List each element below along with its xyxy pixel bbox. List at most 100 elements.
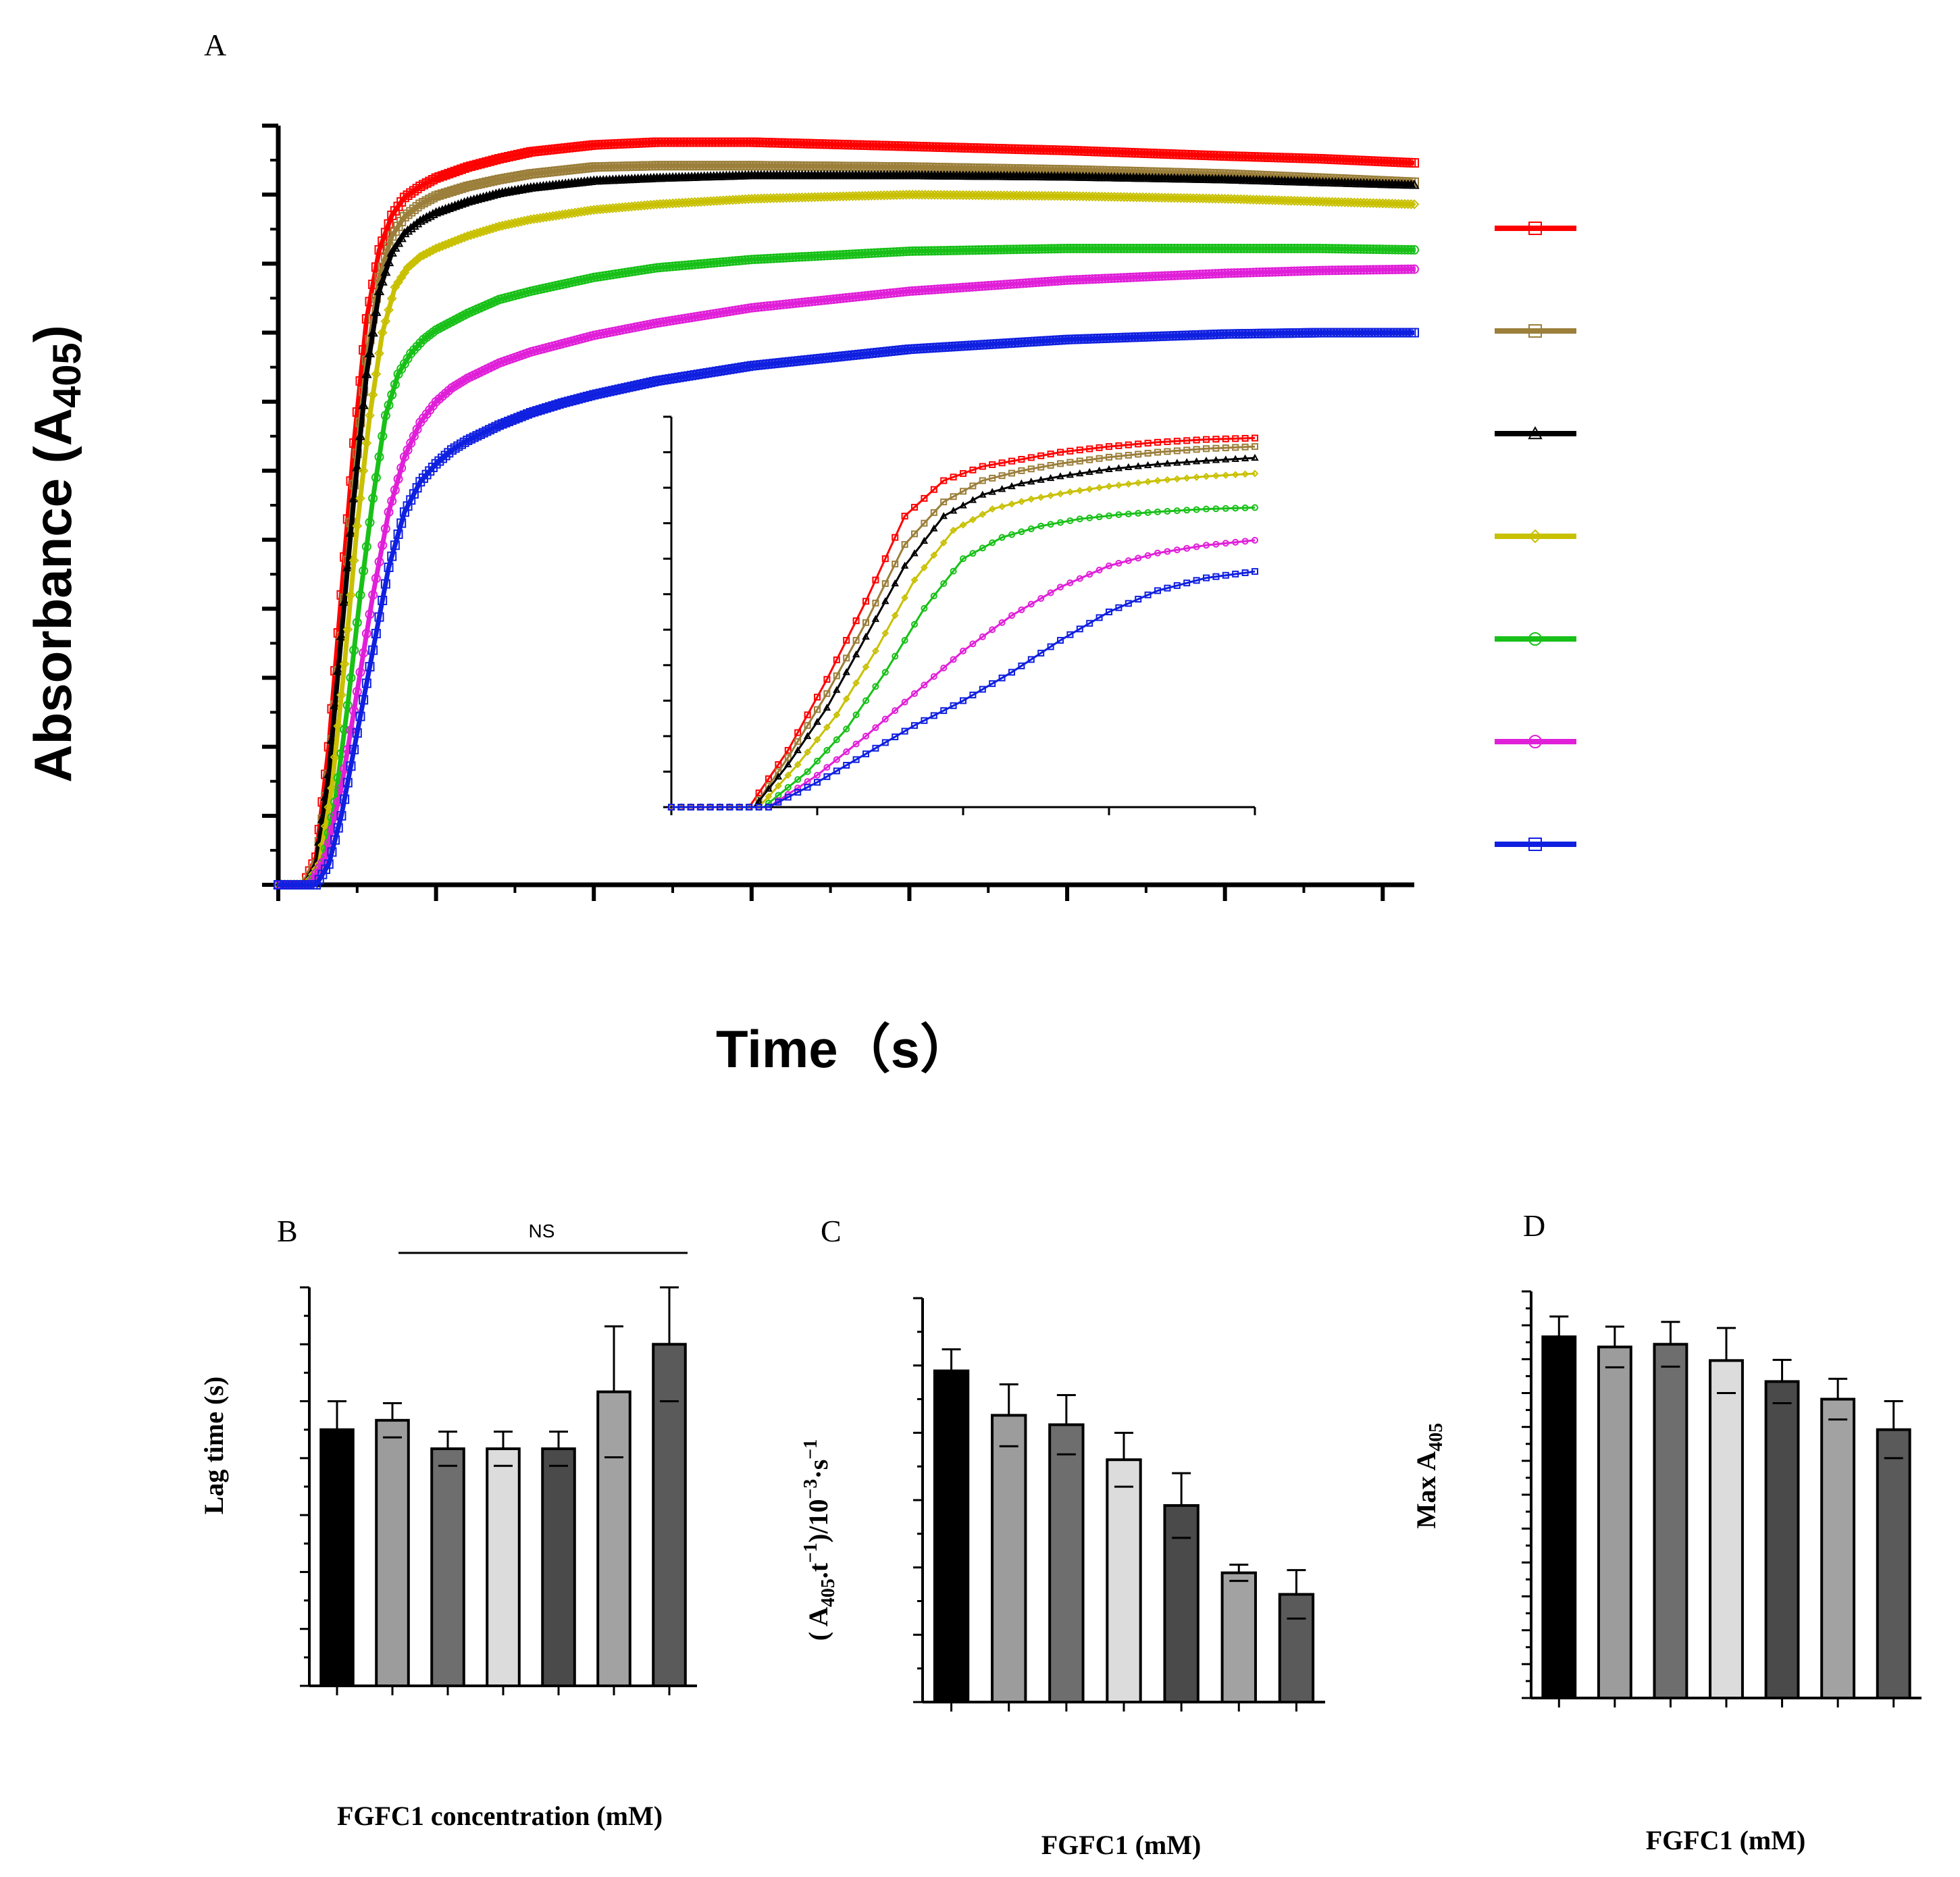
inset-point <box>930 592 937 600</box>
inset-point <box>784 783 792 791</box>
inset-point <box>950 656 957 663</box>
panel-a-ylabel-sub: 405 <box>45 342 89 408</box>
inset-point <box>1027 656 1035 663</box>
panel-a-y-axis-label: Absorbance (A405) <box>23 325 89 783</box>
inset-point <box>930 486 937 493</box>
inset-point <box>862 619 869 626</box>
inset-point <box>872 599 879 607</box>
inset-point <box>979 633 986 640</box>
panel-a-series-line <box>278 192 1415 888</box>
inset-point <box>1115 604 1123 611</box>
inset-point <box>881 580 889 587</box>
panel-a-ylabel-main: Absorbance (A <box>23 408 82 783</box>
inset-point <box>1106 609 1112 615</box>
inset-point <box>814 771 821 779</box>
panel-a-point <box>403 209 413 220</box>
inset-point <box>892 733 899 740</box>
panel-a-series-2 <box>273 170 1420 889</box>
inset-point <box>833 686 841 693</box>
c-yl-3: )/10 <box>803 1499 833 1543</box>
panel-a-point <box>406 207 416 217</box>
inset-point <box>765 800 772 807</box>
inset-point <box>998 674 1006 682</box>
bar-0.736 <box>596 1390 631 1688</box>
inset-point <box>998 619 1006 626</box>
inset-point <box>794 784 802 792</box>
inset-point <box>814 694 821 701</box>
inset-point <box>921 605 928 612</box>
bar-0.552 <box>1764 1380 1800 1700</box>
inset-point <box>872 724 879 731</box>
d-yl-sub: 405 <box>1426 1423 1447 1451</box>
inset-point <box>921 682 928 689</box>
inset-point <box>969 691 977 698</box>
inset-point <box>901 541 908 548</box>
panel-a-inset-chart <box>663 415 1259 815</box>
inset-point <box>960 697 966 704</box>
inset-point <box>881 739 889 746</box>
inset-point <box>921 494 928 502</box>
inset-point <box>852 740 860 748</box>
inset-point <box>969 482 977 490</box>
inset-point <box>862 697 869 704</box>
inset-point <box>950 493 957 500</box>
panel-letter-a: A <box>204 28 226 62</box>
inset-point <box>940 498 948 506</box>
inset-point <box>843 654 850 662</box>
inset-point <box>950 702 957 709</box>
inset-point <box>1076 625 1083 633</box>
inset-point <box>872 576 879 584</box>
inset-point <box>804 783 811 791</box>
panel-a-series-6 <box>274 328 1419 890</box>
inset-point <box>804 768 811 775</box>
inset-point <box>901 698 908 706</box>
inset-point <box>881 597 889 605</box>
bar-0.92 <box>652 1343 687 1688</box>
inset-point <box>862 598 869 605</box>
inset-point <box>960 555 966 563</box>
inset-series-1 <box>668 443 1258 811</box>
inset-point <box>823 773 831 780</box>
inset-point <box>823 764 831 771</box>
bar-0.368 <box>486 1447 521 1687</box>
inset-point <box>979 686 986 693</box>
inset-point <box>881 669 889 676</box>
inset-series-line <box>671 472 1256 808</box>
panel-a-series-4 <box>274 243 1419 890</box>
c-yl-sub: 405 <box>818 1578 839 1607</box>
inset-point <box>794 738 802 745</box>
inset-point <box>843 725 850 733</box>
bar-0.736 <box>1220 1571 1257 1703</box>
bar-0.552 <box>541 1447 576 1687</box>
inset-point <box>814 757 821 765</box>
bar-0.552 <box>1163 1503 1200 1704</box>
panel-a-series-line <box>278 140 1415 888</box>
legend-swatch-marker <box>1528 426 1543 440</box>
inset-point <box>872 744 879 752</box>
c-yl-4: ·s <box>803 1460 833 1479</box>
inset-point <box>930 509 937 516</box>
inset-point <box>911 621 918 628</box>
inset-point <box>1037 595 1045 602</box>
inset-point <box>911 503 918 511</box>
inset-point <box>765 775 772 782</box>
inset-point <box>1095 566 1103 573</box>
inset-point <box>901 637 908 644</box>
inset-point <box>871 615 880 622</box>
c-yl-2: .t <box>803 1562 833 1578</box>
panel-b-x-axis-label: FGFC1 concentration (mM) <box>337 1801 663 1831</box>
panel-a-series-3 <box>273 189 1420 890</box>
inset-point <box>891 579 899 587</box>
inset-point <box>1057 584 1064 591</box>
inset-point <box>833 711 841 719</box>
inset-point <box>1066 579 1074 586</box>
inset-point <box>911 722 918 729</box>
inset-point <box>930 673 937 680</box>
bar-0.092 <box>375 1418 410 1687</box>
inset-series-3 <box>667 469 1259 811</box>
bar-0.736 <box>1820 1397 1856 1700</box>
d-yl-1: Max A <box>1411 1451 1441 1529</box>
inset-point <box>1018 606 1025 613</box>
bar-0.092 <box>1597 1345 1632 1699</box>
